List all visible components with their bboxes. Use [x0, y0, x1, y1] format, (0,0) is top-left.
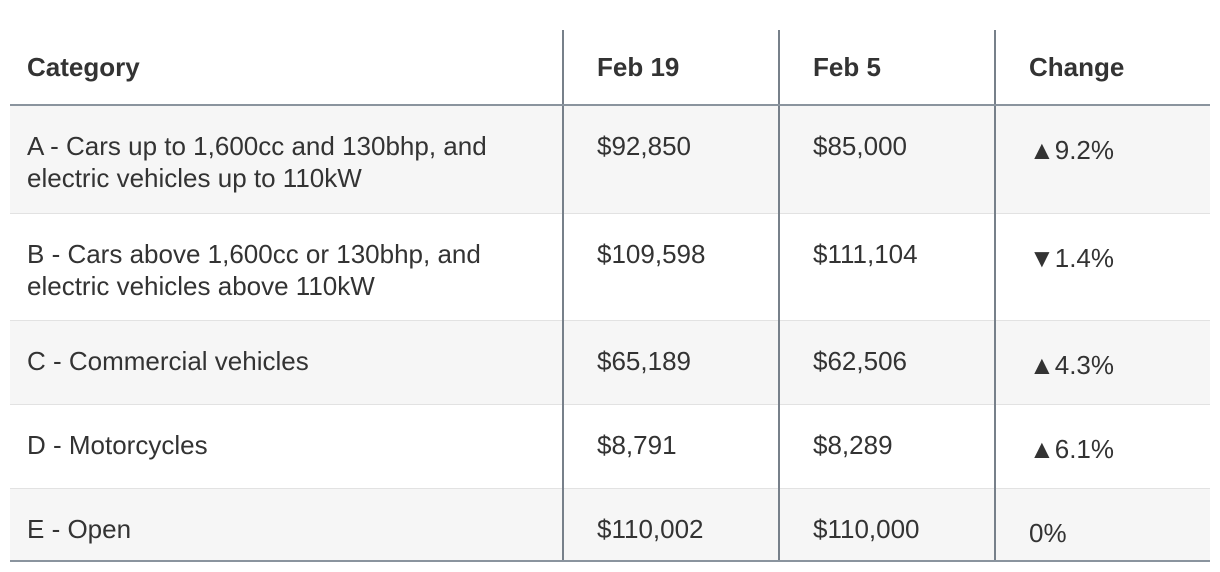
value-cell: 0%	[994, 488, 1210, 562]
header-row: Category Feb 19 Feb 5 Change	[10, 30, 1210, 106]
value-cell: ▲9.2%	[994, 105, 1210, 214]
value-cell: $8,791	[562, 404, 779, 489]
value-cell: ▼1.4%	[994, 213, 1210, 321]
table-row: D - Motorcycles $8,791 $8,289 ▲6.1%	[10, 404, 1210, 489]
value-cell: $92,850	[562, 105, 779, 214]
column-header: Change	[994, 30, 1210, 106]
table-row: E - Open $110,002 $110,000 0%	[10, 488, 1210, 562]
value-cell: $65,189	[562, 320, 779, 405]
column-header: Feb 19	[562, 30, 779, 106]
table-head: Category Feb 19 Feb 5 Change	[10, 30, 1210, 106]
value-cell: $8,289	[778, 404, 995, 489]
column-header: Category	[10, 30, 563, 106]
column-header: Feb 5	[778, 30, 995, 106]
value-cell: ▲4.3%	[994, 320, 1210, 405]
value-cell: $62,506	[778, 320, 995, 405]
table-row: A - Cars up to 1,600cc and 130bhp, and e…	[10, 105, 1210, 214]
category-cell: C - Commercial vehicles	[10, 320, 563, 405]
value-cell: $109,598	[562, 213, 779, 321]
value-cell: $110,000	[778, 488, 995, 562]
category-cell: B - Cars above 1,600cc or 130bhp, and el…	[10, 213, 563, 321]
value-cell: $110,002	[562, 488, 779, 562]
category-cell: A - Cars up to 1,600cc and 130bhp, and e…	[10, 105, 563, 214]
table-row: C - Commercial vehicles $65,189 $62,506 ▲4.…	[10, 320, 1210, 405]
value-cell: $85,000	[778, 105, 995, 214]
value-cell: $111,104	[778, 213, 995, 321]
category-cell: D - Motorcycles	[10, 404, 563, 489]
price-table: Category Feb 19 Feb 5 Change A - Cars up to…	[10, 30, 1210, 562]
category-cell: E - Open	[10, 488, 563, 562]
table-row: B - Cars above 1,600cc or 130bhp, and el…	[10, 213, 1210, 321]
value-cell: ▲6.1%	[994, 404, 1210, 489]
table-body: A - Cars up to 1,600cc and 130bhp, and e…	[10, 105, 1210, 562]
